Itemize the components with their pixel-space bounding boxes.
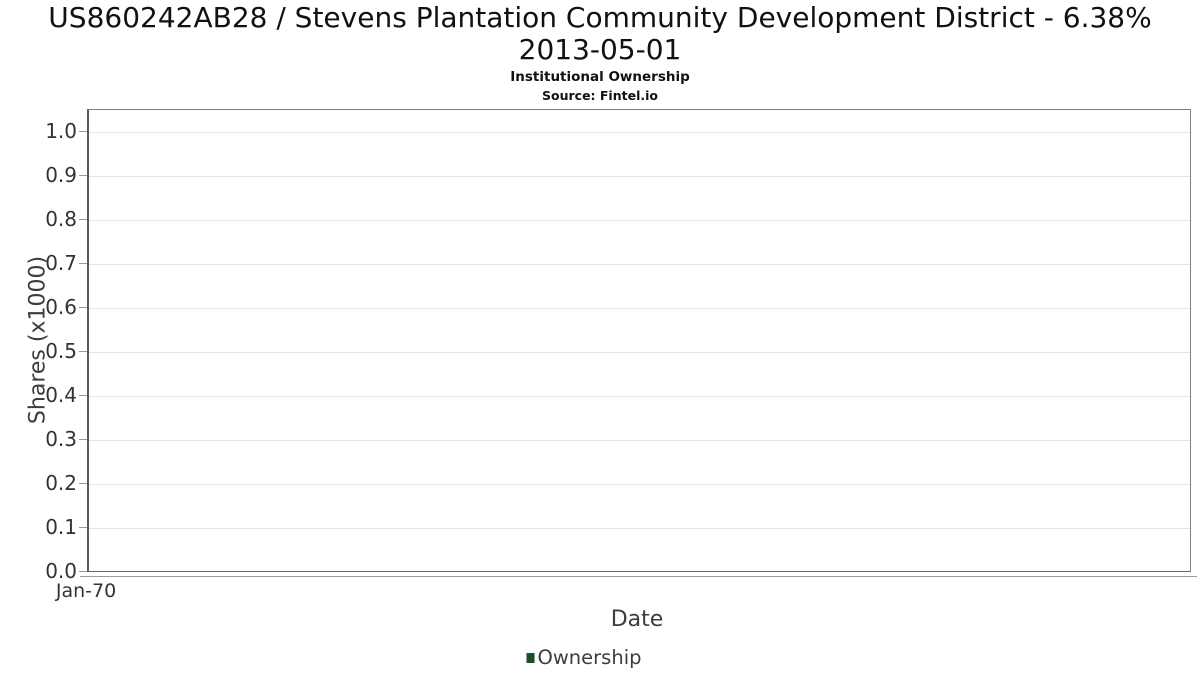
x-axis-line — [80, 576, 1197, 577]
chart-subtitle: Institutional Ownership — [510, 69, 690, 85]
y-tick-label: 0.4 — [45, 383, 77, 407]
chart-source: Source: Fintel.io — [542, 88, 658, 103]
y-tick-label: 0.5 — [45, 339, 77, 363]
chart-title-line1: US860242AB28 / Stevens Plantation Commun… — [48, 1, 1152, 34]
gridline — [89, 396, 1190, 397]
y-tick-label: 0.8 — [45, 207, 77, 231]
x-tick-label: Jan-70 — [55, 580, 117, 602]
y-tick-mark — [79, 307, 87, 308]
y-axis-title: Shares (x1000) — [25, 255, 51, 425]
gridline — [89, 440, 1190, 441]
gridline — [89, 220, 1190, 221]
gridline — [89, 484, 1190, 485]
y-tick-label: 0.2 — [45, 471, 77, 495]
y-tick-label: 0.3 — [45, 427, 77, 451]
plot-area — [87, 109, 1191, 572]
y-tick-mark — [79, 571, 87, 572]
y-tick-label: 0.0 — [45, 559, 77, 583]
y-tick-label: 1.0 — [45, 119, 77, 143]
y-tick-mark — [79, 263, 87, 264]
y-tick-label: 0.1 — [45, 515, 77, 539]
legend-item-ownership[interactable]: Ownership — [526, 646, 642, 669]
gridline — [89, 308, 1190, 309]
y-tick-mark — [79, 131, 87, 132]
y-tick-mark — [79, 439, 87, 440]
y-tick-label: 0.6 — [45, 295, 77, 319]
legend: Ownership — [526, 646, 642, 669]
y-tick-mark — [79, 351, 87, 352]
chart-title-line2: 2013-05-01 — [518, 33, 682, 66]
gridline — [89, 528, 1190, 529]
series-marker-icon — [526, 652, 535, 663]
y-tick-label: 0.9 — [45, 163, 77, 187]
gridline — [89, 352, 1190, 353]
y-tick-mark — [79, 219, 87, 220]
x-axis-title: Date — [610, 607, 664, 632]
gridline — [89, 176, 1190, 177]
gridline — [89, 264, 1190, 265]
y-tick-mark — [79, 527, 87, 528]
y-tick-mark — [79, 395, 87, 396]
legend-label: Ownership — [537, 646, 642, 669]
y-tick-mark — [79, 483, 87, 484]
chart-title-block: US860242AB28 / Stevens Plantation Commun… — [0, 1, 1200, 104]
y-tick-label: 0.7 — [45, 251, 77, 275]
gridline — [89, 132, 1190, 133]
y-tick-mark — [79, 175, 87, 176]
